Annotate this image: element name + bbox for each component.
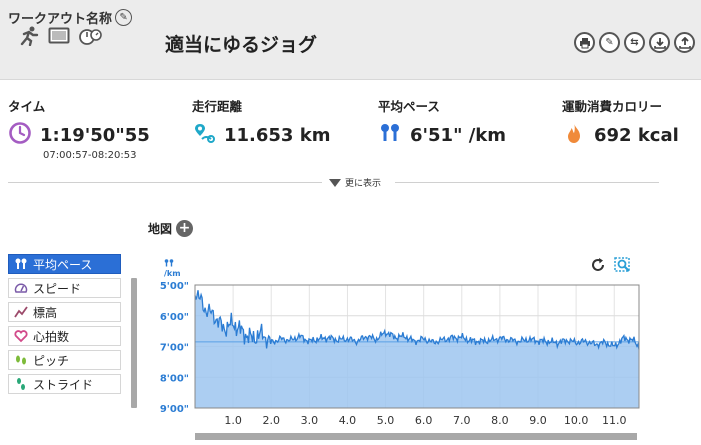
- stat-calories-label: 運動消費カロリー: [562, 99, 663, 114]
- metric-heart-rate[interactable]: 心拍数: [8, 326, 121, 346]
- download-icon[interactable]: [649, 32, 670, 53]
- swap-icon[interactable]: ⇆: [624, 32, 645, 53]
- pace-line: [194, 290, 640, 351]
- metric-cadence[interactable]: ピッチ: [8, 350, 121, 370]
- export-icon[interactable]: [674, 32, 695, 53]
- print-icon[interactable]: [574, 32, 595, 53]
- flame-icon: [562, 121, 586, 149]
- zoom-icon[interactable]: [614, 257, 632, 277]
- stat-distance-label: 走行距離: [192, 99, 243, 114]
- y-tick-label: 7'00": [160, 343, 189, 354]
- activity-type-icons: [18, 26, 102, 46]
- show-more-button[interactable]: 更に表示: [329, 176, 381, 189]
- x-tick-label: 8.0: [491, 414, 509, 427]
- pace-icon: [13, 257, 28, 271]
- stat-time-range: 07:00:57-08:20:53: [43, 150, 137, 161]
- metric-label: 標高: [33, 305, 58, 320]
- x-tick-label: 10.0: [564, 414, 589, 427]
- stat-time-label: タイム: [8, 99, 46, 114]
- more-divider: 更に表示: [0, 176, 701, 190]
- workout-toolbar: ✎ ⇆: [574, 32, 695, 53]
- workout-header: ワークアウト名称 ✎ 適当にゆるジョグ ✎ ⇆: [0, 0, 701, 80]
- triangle-down-icon: [329, 178, 341, 187]
- map-section: 地図 +: [148, 220, 194, 237]
- route-pin-icon: [192, 121, 216, 149]
- x-tick-label: 4.0: [339, 414, 357, 427]
- chart-horizontal-scrollbar[interactable]: [195, 433, 637, 440]
- stat-pace: 平均ペース 6'51" /km: [378, 96, 506, 149]
- clock-icon: [8, 121, 32, 149]
- stat-distance-value: 11.653 km: [224, 124, 331, 146]
- footsteps-icon: [13, 353, 28, 367]
- edit-icon[interactable]: ✎: [115, 9, 133, 26]
- pace-area: [195, 290, 639, 408]
- heart-icon: [13, 329, 28, 343]
- x-tick-label: 2.0: [262, 414, 280, 427]
- stat-time-value: 1:19'50"55: [40, 124, 150, 146]
- stat-distance: 走行距離 11.653 km: [192, 96, 330, 149]
- x-tick-label: 1.0: [224, 414, 242, 427]
- metric-elevation[interactable]: 標高: [8, 302, 121, 322]
- metric-stride[interactable]: ストライド: [8, 374, 121, 394]
- plot-border: [194, 284, 640, 409]
- pace-icon: [164, 259, 174, 267]
- y-axis-unit: /km: [164, 259, 181, 278]
- x-tick-label: 7.0: [453, 414, 471, 427]
- stopwatch-icon[interactable]: [78, 26, 102, 46]
- x-tick-label: 11.0: [602, 414, 627, 427]
- metric-label: スピード: [33, 281, 82, 296]
- y-axis-unit-label: /km: [164, 269, 181, 278]
- reset-icon[interactable]: [590, 257, 606, 277]
- x-tick-label: 5.0: [377, 414, 395, 427]
- workout-name-heading: ワークアウト名称 ✎: [8, 8, 133, 27]
- metric-pace[interactable]: 平均ペース: [8, 254, 121, 274]
- chart-tools: [590, 257, 632, 277]
- metric-list-scrollbar[interactable]: [131, 278, 137, 408]
- metric-label: ストライド: [33, 377, 94, 392]
- show-more-label: 更に表示: [345, 179, 382, 189]
- stat-pace-value: 6'51" /km: [410, 124, 507, 146]
- x-tick-label: 3.0: [301, 414, 319, 427]
- metric-label: ピッチ: [33, 353, 70, 368]
- stride-icon: [13, 377, 28, 391]
- stat-pace-label: 平均ペース: [378, 99, 440, 114]
- y-tick-label: 6'00": [160, 312, 189, 323]
- metric-speed[interactable]: スピード: [8, 278, 121, 298]
- elevation-icon: [13, 305, 28, 319]
- y-tick-label: 9'00": [160, 404, 189, 415]
- metric-label: 平均ペース: [33, 257, 93, 272]
- map-label: 地図: [148, 222, 173, 236]
- y-tick-label: 5'00": [160, 281, 189, 292]
- summary-stats: タイム 1:19'50"55 07:00:57-08:20:53 走行距離 11…: [0, 96, 701, 166]
- stat-calories: 運動消費カロリー 692 kcal: [562, 96, 679, 149]
- speedometer-icon: [13, 281, 28, 295]
- x-tick-label: 9.0: [529, 414, 547, 427]
- workout-name: 適当にゆるジョグ: [165, 34, 318, 56]
- treadmill-icon[interactable]: [48, 27, 70, 45]
- workout-name-label: ワークアウト名称: [8, 12, 113, 27]
- metric-label: 心拍数: [33, 329, 70, 344]
- edit-icon[interactable]: ✎: [599, 32, 620, 53]
- pace-icon: [378, 121, 402, 149]
- x-tick-label: 6.0: [415, 414, 433, 427]
- runner-icon[interactable]: [18, 26, 40, 46]
- stat-time: タイム 1:19'50"55 07:00:57-08:20:53: [8, 96, 150, 161]
- metric-list: 平均ペース スピード 標高 心拍数 ピッチ ストライド: [8, 254, 121, 398]
- y-tick-label: 8'00": [160, 373, 189, 384]
- stat-calories-value: 692 kcal: [594, 124, 679, 146]
- map-expand-icon[interactable]: +: [176, 220, 194, 237]
